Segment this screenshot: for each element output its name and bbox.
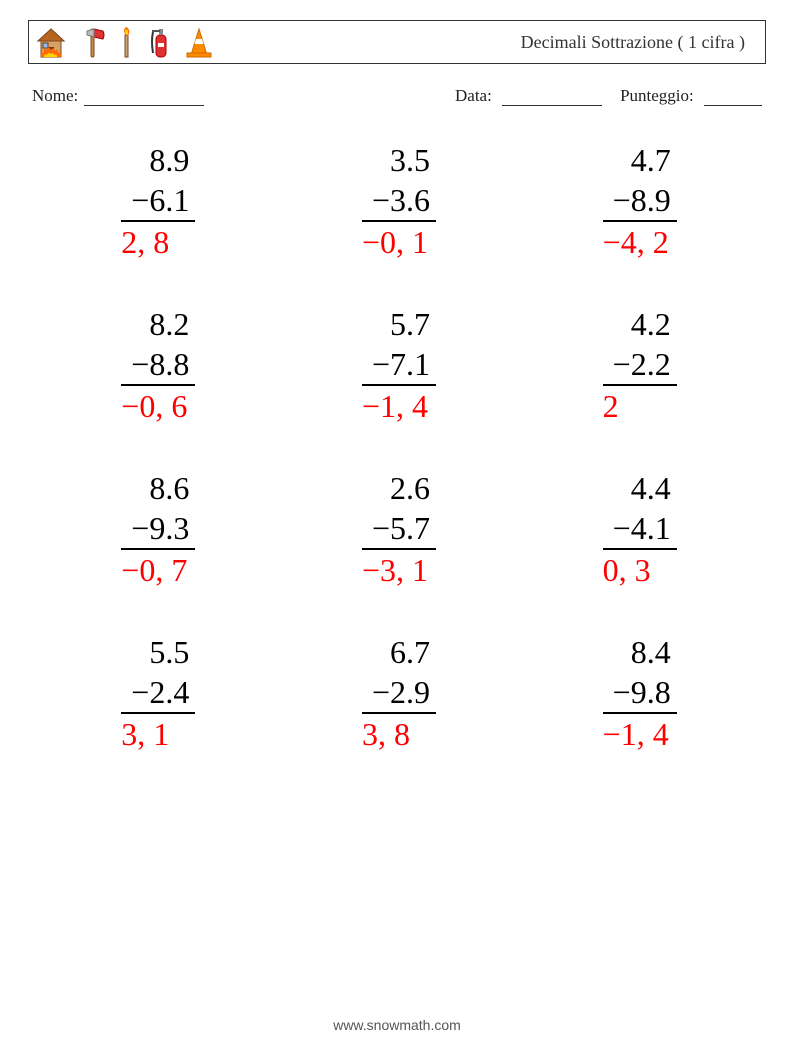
house-fire-icon [35, 25, 67, 59]
answer: −0, 7 [121, 550, 195, 590]
subtraction-stack: 4.7−8.9−4, 2 [603, 140, 677, 262]
subtrahend: −8.9 [603, 180, 677, 222]
subtraction-stack: 8.4−9.8−1, 4 [603, 632, 677, 754]
extinguisher-icon [149, 25, 171, 59]
meta-row: Nome: Data: Punteggio: [28, 86, 766, 106]
answer: −0, 6 [121, 386, 195, 426]
subtraction-stack: 8.6−9.3−0, 7 [121, 468, 195, 590]
minuend: 4.2 [603, 304, 677, 344]
footer-url: www.snowmath.com [0, 1017, 794, 1033]
minuend: 8.4 [603, 632, 677, 672]
answer: 3, 1 [121, 714, 195, 754]
header-bar: Decimali Sottrazione ( 1 cifra ) [28, 20, 766, 64]
subtraction-stack: 8.9−6.12, 8 [121, 140, 195, 262]
worksheet-title: Decimali Sottrazione ( 1 cifra ) [521, 32, 755, 53]
minuend: 4.7 [603, 140, 677, 180]
problem-cell: 4.4−4.10, 3 [549, 468, 730, 590]
date-blank[interactable] [502, 88, 602, 106]
name-blank[interactable] [84, 88, 204, 106]
subtrahend: −2.2 [603, 344, 677, 386]
header-icons [35, 25, 213, 59]
subtrahend: −9.8 [603, 672, 677, 714]
problem-cell: 8.2−8.8−0, 6 [68, 304, 249, 426]
subtraction-stack: 5.7−7.1−1, 4 [362, 304, 436, 426]
subtraction-stack: 5.5−2.43, 1 [121, 632, 195, 754]
minuend: 5.5 [121, 632, 195, 672]
answer: −4, 2 [603, 222, 677, 262]
subtraction-stack: 2.6−5.7−3, 1 [362, 468, 436, 590]
subtraction-stack: 6.7−2.93, 8 [362, 632, 436, 754]
score-label: Punteggio: [620, 86, 694, 105]
axe-icon [81, 25, 105, 59]
minuend: 4.4 [603, 468, 677, 508]
answer: −3, 1 [362, 550, 436, 590]
answer: −1, 4 [362, 386, 436, 426]
problem-cell: 4.2−2.22 [549, 304, 730, 426]
subtrahend: −4.1 [603, 508, 677, 550]
minuend: 2.6 [362, 468, 436, 508]
minuend: 8.2 [121, 304, 195, 344]
minuend: 5.7 [362, 304, 436, 344]
subtrahend: −2.9 [362, 672, 436, 714]
answer: −0, 1 [362, 222, 436, 262]
subtraction-stack: 4.2−2.22 [603, 304, 677, 426]
minuend: 3.5 [362, 140, 436, 180]
problem-cell: 6.7−2.93, 8 [309, 632, 490, 754]
subtrahend: −2.4 [121, 672, 195, 714]
problem-cell: 8.4−9.8−1, 4 [549, 632, 730, 754]
problem-cell: 5.7−7.1−1, 4 [309, 304, 490, 426]
problems-grid: 8.9−6.12, 83.5−3.6−0, 14.7−8.9−4, 28.2−8… [28, 140, 766, 754]
subtraction-stack: 8.2−8.8−0, 6 [121, 304, 195, 426]
match-icon [119, 25, 135, 59]
date-label: Data: [455, 86, 492, 105]
subtrahend: −6.1 [121, 180, 195, 222]
name-label: Nome: [32, 86, 78, 106]
answer: 3, 8 [362, 714, 436, 754]
problem-cell: 8.6−9.3−0, 7 [68, 468, 249, 590]
subtrahend: −7.1 [362, 344, 436, 386]
subtrahend: −3.6 [362, 180, 436, 222]
problem-cell: 3.5−3.6−0, 1 [309, 140, 490, 262]
minuend: 8.9 [121, 140, 195, 180]
answer: −1, 4 [603, 714, 677, 754]
problem-cell: 2.6−5.7−3, 1 [309, 468, 490, 590]
subtraction-stack: 4.4−4.10, 3 [603, 468, 677, 590]
answer: 2, 8 [121, 222, 195, 262]
problem-cell: 4.7−8.9−4, 2 [549, 140, 730, 262]
answer: 0, 3 [603, 550, 677, 590]
worksheet-page: Decimali Sottrazione ( 1 cifra ) Nome: D… [0, 0, 794, 1053]
subtrahend: −5.7 [362, 508, 436, 550]
subtrahend: −8.8 [121, 344, 195, 386]
minuend: 6.7 [362, 632, 436, 672]
score-blank[interactable] [704, 88, 762, 106]
answer: 2 [603, 386, 677, 426]
cone-icon [185, 25, 213, 59]
minuend: 8.6 [121, 468, 195, 508]
problem-cell: 5.5−2.43, 1 [68, 632, 249, 754]
problem-cell: 8.9−6.12, 8 [68, 140, 249, 262]
subtraction-stack: 3.5−3.6−0, 1 [362, 140, 436, 262]
subtrahend: −9.3 [121, 508, 195, 550]
